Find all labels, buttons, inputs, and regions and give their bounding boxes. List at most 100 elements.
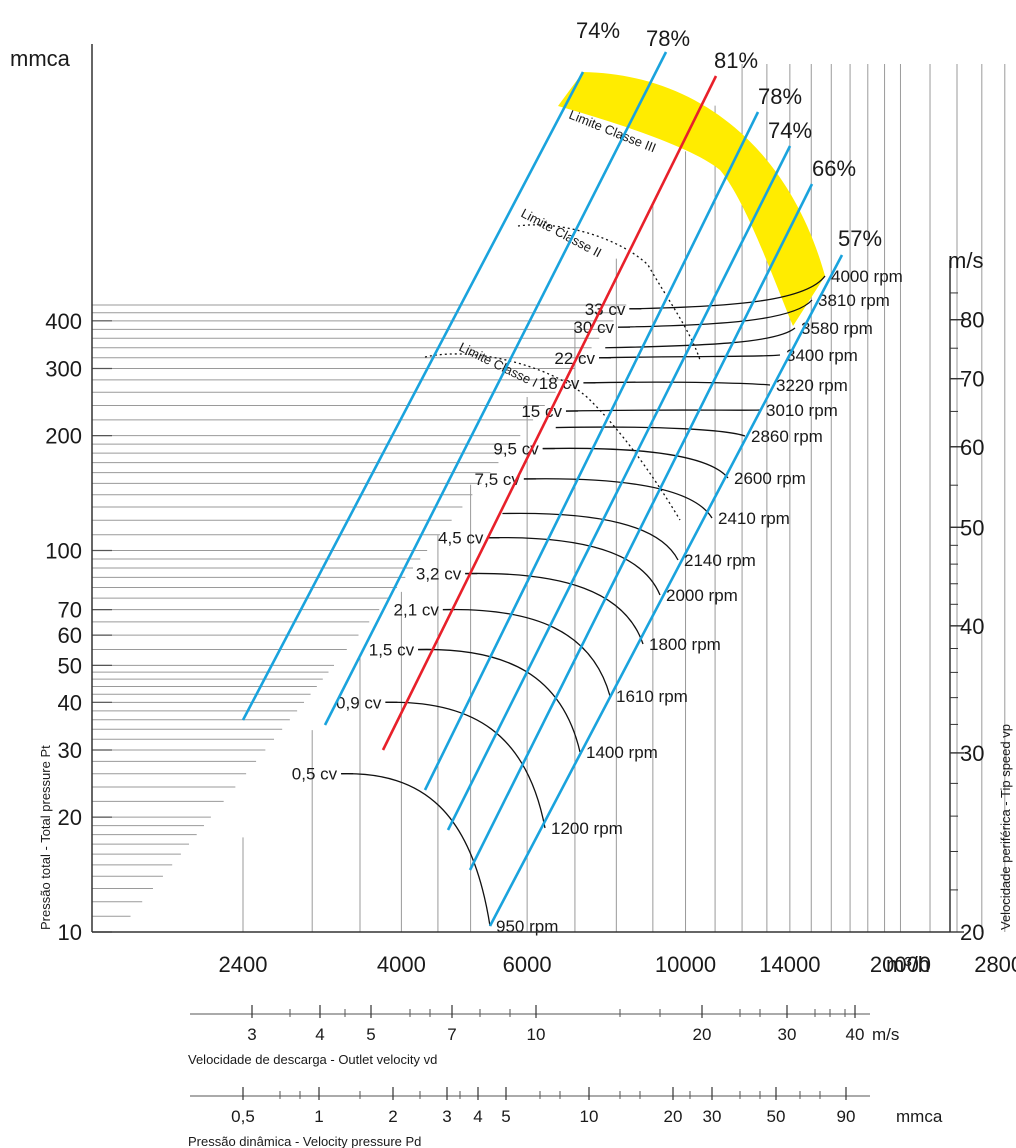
y-tick-label: 100 (45, 539, 82, 564)
outlet-velocity-title: Velocidade de descarga - Outlet velocity… (188, 1052, 437, 1067)
rpm-curve (555, 426, 746, 437)
y-axis-title: Pressão total - Total pressure Pt (38, 745, 53, 930)
rpm-label: 2860 rpm (751, 427, 823, 446)
velocity-pressure-unit: mmca (896, 1107, 943, 1126)
rpm-curve (465, 572, 644, 645)
y-tick-label: 60 (58, 623, 82, 648)
y-tick-label: 20 (58, 805, 82, 830)
class-iii-fill (558, 72, 825, 326)
x-unit-label: m³/h (886, 952, 930, 977)
right-tick-label: 70 (960, 367, 984, 392)
power-label: 4,5 cv (438, 529, 484, 548)
grid-lines (92, 64, 1006, 933)
efficiency-line (488, 254, 844, 927)
rpm-label: 3580 rpm (801, 319, 873, 338)
rpm-label: 3220 rpm (776, 376, 848, 395)
rpm-curve (629, 275, 826, 310)
right-unit-label: m/s (948, 248, 983, 273)
outlet-velocity-tick-label: 20 (693, 1025, 712, 1044)
rpm-curve (565, 409, 761, 412)
y-unit-label: mmca (10, 46, 71, 71)
power-label: 3,2 cv (416, 565, 462, 584)
right-tick-label: 20 (960, 920, 984, 945)
efficiency-line (423, 111, 760, 791)
right-tick-label: 40 (960, 614, 984, 639)
rpm-curve (523, 478, 713, 519)
rpm-label: 2600 rpm (734, 469, 806, 488)
x-tick-label: 28000 (974, 952, 1016, 977)
rpm-curve (385, 701, 546, 829)
efficiency-line (323, 51, 668, 726)
rpm-label: 950 rpm (496, 917, 558, 936)
efficiency-line (381, 75, 718, 751)
x-tick-label: 6000 (503, 952, 552, 977)
velocity-pressure-tick-label: 3 (442, 1107, 451, 1126)
efficiency-line (446, 145, 792, 831)
outlet-velocity-tick-label: 30 (778, 1025, 797, 1044)
outlet-velocity-tick-label: 5 (366, 1025, 375, 1044)
x-tick-label: 4000 (377, 952, 426, 977)
rpm-curve (583, 381, 771, 386)
rpm-curves: 4000 rpm 3810 rpm 3580 rpm 3400 rpm 3220 rpm… (292, 267, 903, 936)
rpm-label: 2140 rpm (684, 551, 756, 570)
y-tick-label: 40 (58, 690, 82, 715)
efficiency-label: 74% (768, 118, 812, 143)
velocity-pressure-tick-label: 1 (314, 1107, 323, 1126)
rpm-label: 2410 rpm (718, 509, 790, 528)
rpm-label: 1200 rpm (551, 819, 623, 838)
outlet-velocity-tick-label: 4 (315, 1025, 324, 1044)
class-iii-zone (558, 72, 825, 326)
rpm-label: 3400 rpm (786, 346, 858, 365)
y-tick-label: 300 (45, 356, 82, 381)
velocity-pressure-title: Pressão dinâmica - Velocity pressure Pd (188, 1134, 421, 1148)
power-label: 0,9 cv (336, 693, 382, 712)
efficiency-line (241, 71, 585, 721)
rpm-label: 4000 rpm (831, 267, 903, 286)
efficiency-label: 78% (646, 26, 690, 51)
power-label: 15 cv (521, 402, 562, 421)
velocity-pressure-tick-label: 0,5 (231, 1107, 255, 1126)
power-label: 1,5 cv (369, 641, 415, 660)
power-label: 0,5 cv (292, 765, 338, 784)
right-tick-label: 80 (960, 308, 984, 333)
power-label: 33 cv (585, 300, 626, 319)
limit-class-ii-curve (517, 224, 701, 361)
right-tick-label: 60 (960, 435, 984, 460)
rpm-label: 1610 rpm (616, 687, 688, 706)
right-axis-title: Velocidade periférica - Tip speed vp (998, 724, 1013, 930)
y-tick-label: 70 (58, 598, 82, 623)
velocity-pressure-tick-label: 10 (580, 1107, 599, 1126)
rpm-curve (341, 773, 491, 927)
y-tick-label: 200 (45, 424, 82, 449)
power-label: 9,5 cv (493, 440, 539, 459)
outlet-velocity-tick-label: 40 (846, 1025, 865, 1044)
power-label: 18 cv (539, 374, 580, 393)
rpm-curve (617, 299, 813, 328)
x-tick-label: 2400 (219, 952, 268, 977)
y-tick-label: 10 (58, 920, 82, 945)
velocity-pressure-tick-label: 5 (501, 1107, 510, 1126)
power-label: 30 cv (573, 318, 614, 337)
velocity-pressure-tick-label: 90 (837, 1107, 856, 1126)
y-tick-label: 400 (45, 309, 82, 334)
velocity-pressure-tick-label: 20 (664, 1107, 683, 1126)
power-label: 22 cv (554, 349, 595, 368)
x-tick-label: 10000 (655, 952, 716, 977)
efficiency-label: 81% (714, 48, 758, 73)
rpm-curve (598, 354, 781, 359)
outlet-velocity-unit: m/s (872, 1025, 899, 1044)
rpm-curve (487, 536, 661, 596)
y-tick-label: 30 (58, 738, 82, 763)
rpm-label: 3010 rpm (766, 401, 838, 420)
efficiency-label: 78% (758, 84, 802, 109)
rpm-label: 1800 rpm (649, 635, 721, 654)
velocity-pressure-tick-label: 4 (473, 1107, 482, 1126)
rpm-label: 1400 rpm (586, 743, 658, 762)
efficiency-label: 57% (838, 226, 882, 251)
velocity-pressure-tick-label: 50 (767, 1107, 786, 1126)
right-tick-label: 30 (960, 741, 984, 766)
efficiency-lines: 74% 78%81%78%74%66%57% (241, 18, 882, 927)
right-tick-label: 50 (960, 515, 984, 540)
